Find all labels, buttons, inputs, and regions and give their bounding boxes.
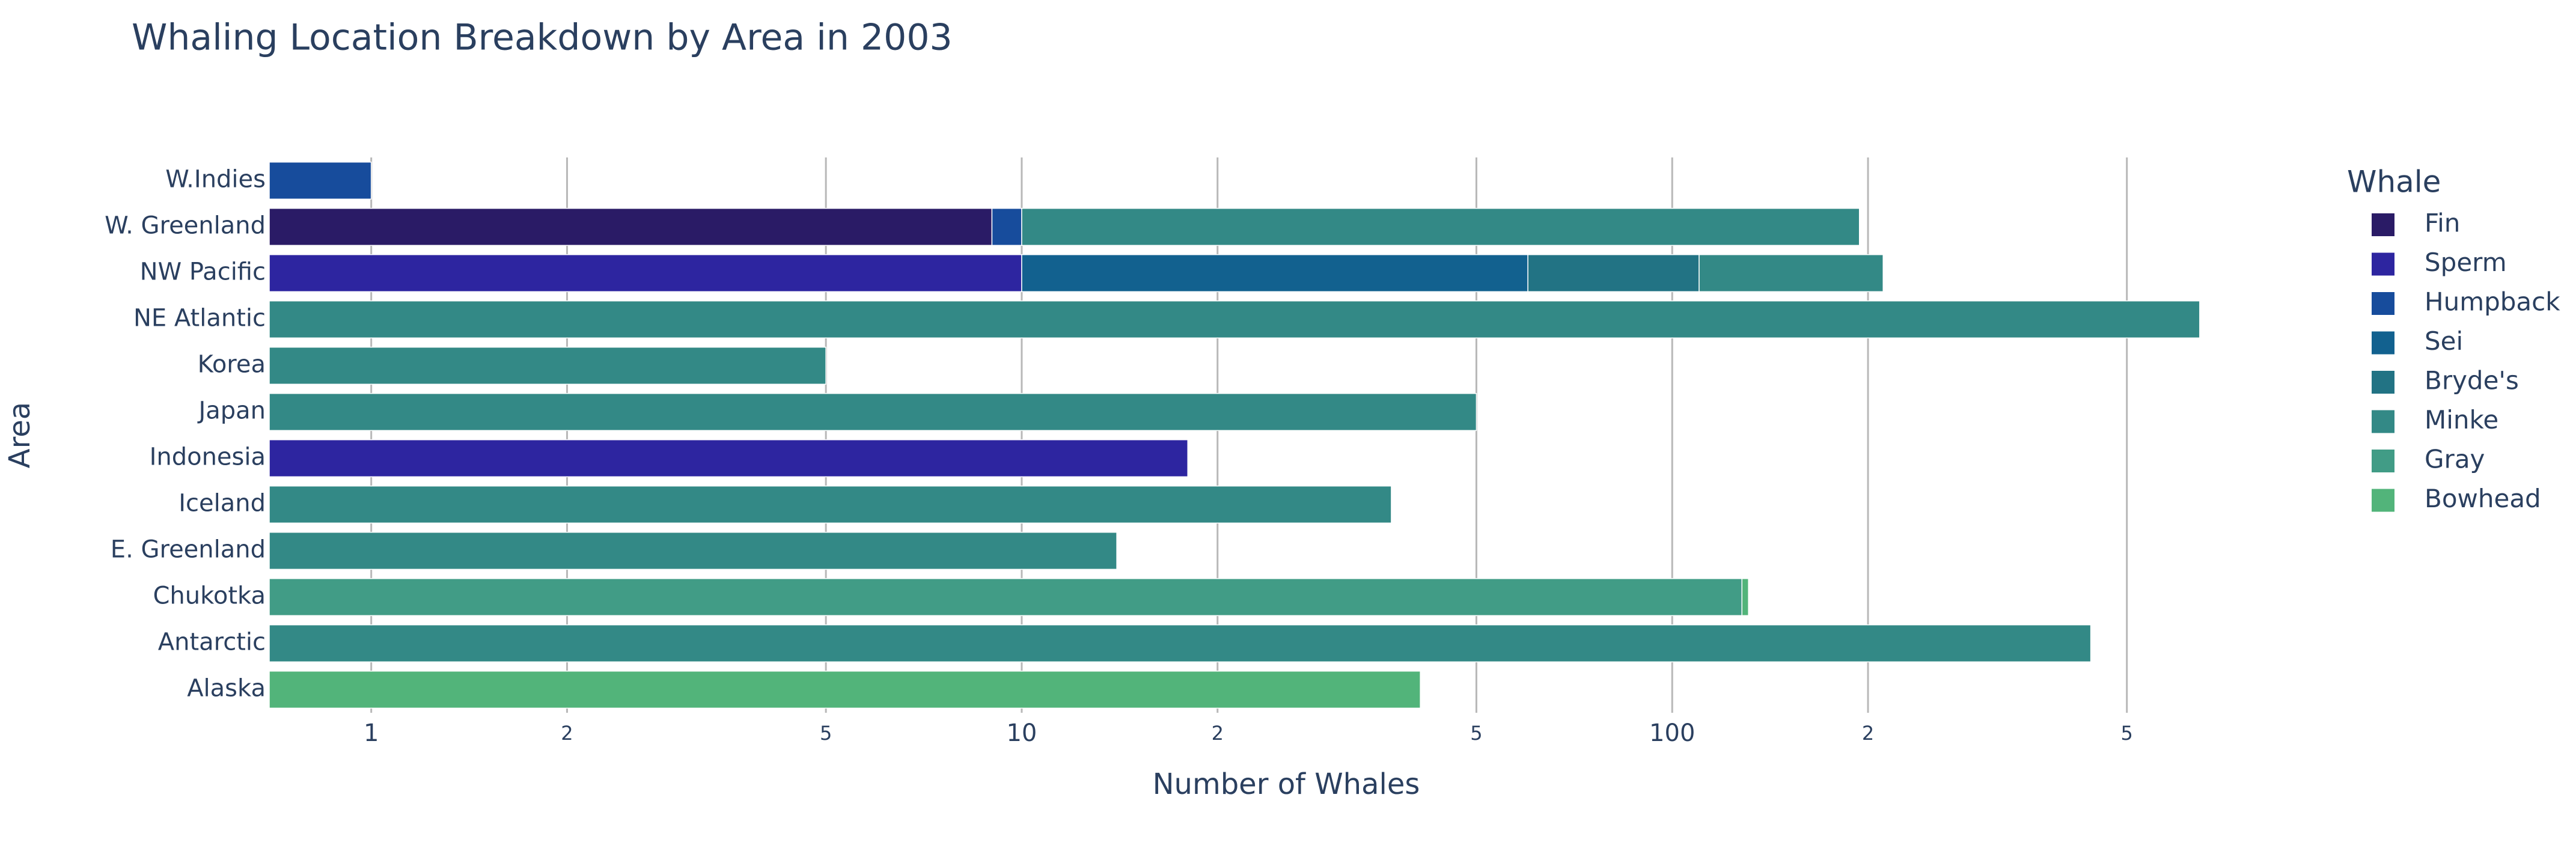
- legend-label: Sperm: [2425, 248, 2507, 277]
- legend-label: Bryde's: [2425, 366, 2519, 395]
- y-tick-label: NW Pacific: [140, 258, 266, 286]
- bar: [991, 207, 1022, 246]
- legend-label: Minke: [2425, 405, 2498, 435]
- bar: [1021, 254, 1528, 293]
- legend-swatch: [2372, 410, 2394, 433]
- y-tick-label: NE Atlantic: [133, 305, 266, 332]
- x-tick-label: 2: [1212, 722, 1224, 745]
- bar: [269, 392, 1477, 432]
- x-tick-label: 100: [1649, 719, 1695, 747]
- bar: [1527, 254, 1700, 293]
- bar: [269, 578, 1743, 617]
- legend-swatch: [2372, 331, 2394, 355]
- y-tick-label: E. Greenland: [111, 536, 266, 564]
- chart-title: Whaling Location Breakdown by Area in 20…: [132, 17, 953, 59]
- legend-label: Fin: [2425, 209, 2460, 238]
- y-tick-label: Japan: [197, 397, 266, 425]
- bar: [269, 346, 826, 385]
- y-axis-title: Area: [3, 402, 37, 468]
- bar: [269, 439, 1188, 478]
- x-tick-label: 2: [561, 722, 573, 745]
- bar: [269, 161, 372, 200]
- y-tick-label: Chukotka: [153, 582, 266, 610]
- y-tick-label: Korea: [198, 351, 266, 379]
- x-tick-label: 5: [1470, 722, 1482, 745]
- bar: [1699, 254, 1884, 293]
- bar: [1021, 207, 1860, 246]
- y-tick-label: W. Greenland: [105, 212, 266, 240]
- legend-swatch: [2372, 450, 2394, 472]
- legend-swatch: [2372, 213, 2394, 236]
- y-tick-label: W.Indies: [165, 166, 266, 194]
- legend-swatch: [2372, 252, 2394, 276]
- x-tick-label: 5: [820, 722, 832, 745]
- legend-label: Sei: [2425, 326, 2463, 356]
- legend-label: Bowhead: [2425, 484, 2541, 513]
- legend-label: Gray: [2425, 445, 2485, 474]
- bar: [1741, 578, 1749, 617]
- bar: [269, 670, 1421, 709]
- x-tick-label: 10: [1006, 719, 1037, 747]
- y-tick-label: Indonesia: [150, 444, 266, 471]
- bar: [269, 254, 1022, 293]
- legend-swatch: [2372, 489, 2394, 512]
- legend-label: Humpback: [2425, 287, 2560, 317]
- bar: [269, 485, 1392, 524]
- x-axis-title: Number of Whales: [1153, 767, 1420, 801]
- y-tick-label: Alaska: [187, 675, 266, 703]
- bar: [269, 624, 2092, 663]
- y-tick-label: Antarctic: [158, 629, 266, 656]
- y-tick-label: Iceland: [179, 490, 266, 517]
- x-tick-label: 1: [364, 719, 379, 747]
- bar: [269, 207, 993, 246]
- bar: [269, 531, 1117, 570]
- x-tick-label: 2: [1862, 722, 1874, 745]
- legend-swatch: [2372, 371, 2394, 394]
- bar: [269, 300, 2200, 339]
- legend-swatch: [2372, 292, 2394, 315]
- legend-title: Whale: [2347, 165, 2441, 200]
- x-tick-label: 5: [2121, 722, 2133, 745]
